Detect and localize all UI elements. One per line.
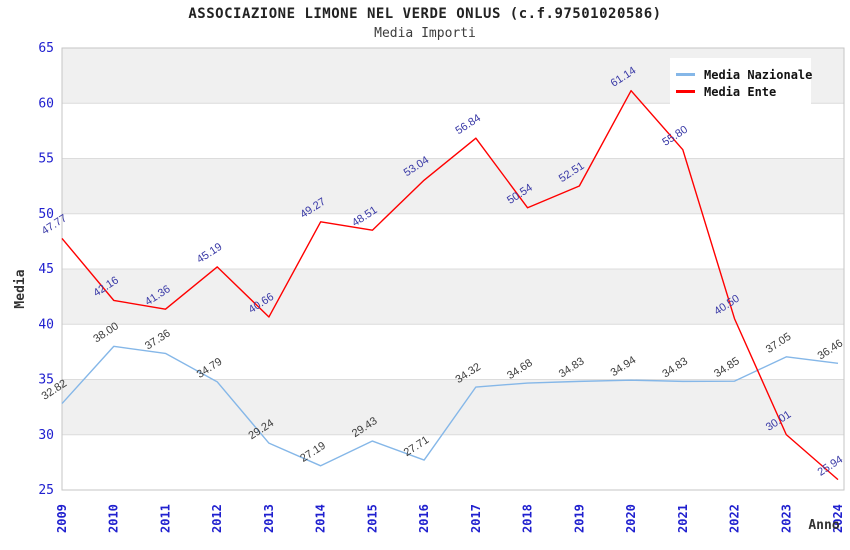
data-label-media-nazionale: 36.46 [816,337,846,362]
x-tick-label: 2010 [107,504,121,533]
media-ente-line-swatch [676,90,695,93]
data-label-media-nazionale: 34.83 [660,355,690,380]
data-label-media-nazionale: 37.36 [143,327,173,352]
x-tick-label: 2015 [365,504,379,533]
grid-band [62,158,844,214]
x-tick-label: 2016 [417,504,431,533]
x-tick-label: 2024 [831,504,845,533]
x-tick-label: 2014 [314,504,328,533]
series-line-media-ente [61,89,839,481]
chart-title: ASSOCIAZIONE LIMONE NEL VERDE ONLUS (c.f… [188,6,662,22]
y-tick-label: 55 [38,152,54,167]
x-tick-label: 2012 [210,504,224,533]
x-tick-label: 2021 [676,504,690,533]
x-tick-label: 2022 [728,504,742,533]
y-tick-label: 65 [38,41,54,56]
data-label-media-nazionale: 34.83 [557,355,587,380]
y-axis-title: Media [13,269,28,308]
x-tick-label: 2018 [521,504,535,533]
legend-item-media-nazionale: Media Nazionale [676,67,813,82]
legend-label: Media Nazionale [704,67,813,82]
y-tick-label: 30 [38,428,54,443]
legend: Media Nazionale Media Ente [670,58,813,108]
data-label-media-ente: 45.19 [195,241,225,266]
x-tick-label: 2011 [158,504,172,533]
data-label-media-ente: 56.84 [453,112,483,137]
x-tick-label: 2017 [469,504,483,533]
chart-subtitle: Media Importi [374,26,476,41]
data-label-media-nazionale: 34.94 [609,354,639,379]
y-tick-label: 35 [38,373,54,388]
y-tick-label: 50 [38,207,54,222]
x-tick-label: 2023 [779,504,793,533]
y-tick-label: 60 [38,96,54,111]
grid-band [62,269,844,325]
data-label-media-ente: 25.94 [816,454,846,479]
data-label-media-ente: 55.80 [660,124,690,149]
y-tick-label: 25 [38,483,54,498]
plot-border [61,47,845,491]
y-tick-label: 45 [38,262,54,277]
x-tick-label: 2009 [55,504,69,533]
legend-label: Media Ente [704,84,777,99]
x-tick-label: 2019 [572,504,586,533]
y-tick-label: 40 [38,317,54,332]
data-label-media-nazionale: 37.05 [764,331,794,356]
x-tick-label: 2013 [262,504,276,533]
media-nazionale-line-swatch [676,73,695,76]
data-label-media-nazionale: 27.19 [298,440,328,465]
data-label-media-nazionale: 34.68 [505,357,535,382]
series-line-media-nazionale [61,345,839,467]
data-label-media-nazionale: 34.85 [712,355,742,380]
grid-band [62,379,844,435]
x-tick-label: 2020 [624,504,638,533]
legend-item-media-ente: Media Ente [676,84,811,99]
x-axis-title: Anno [808,518,839,533]
